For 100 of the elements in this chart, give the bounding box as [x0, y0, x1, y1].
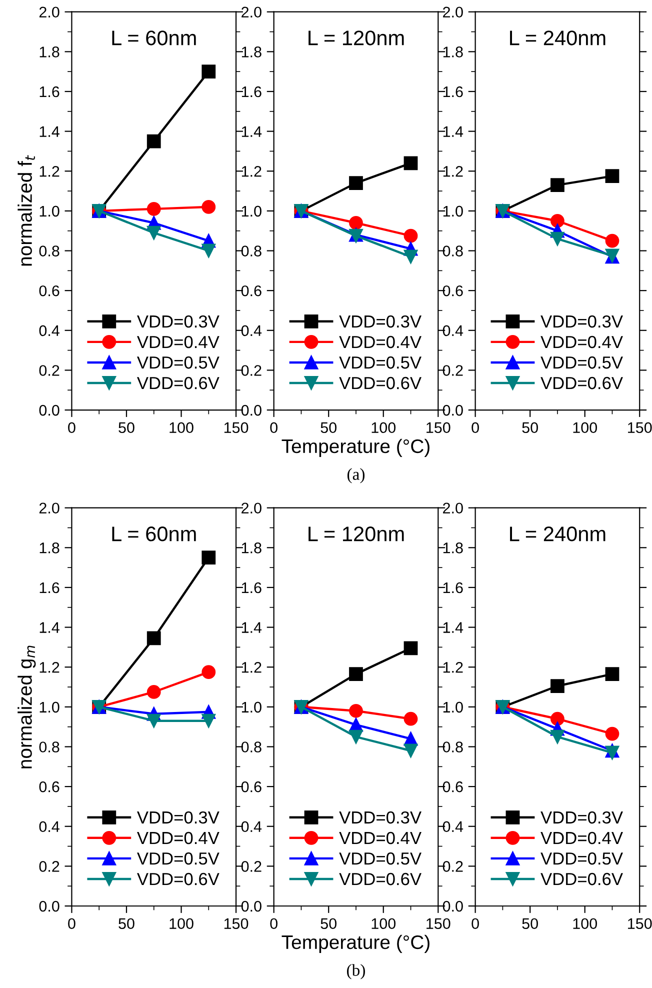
y-tick-label: 0.2: [39, 861, 60, 872]
y-tick-label: 0.2: [241, 861, 262, 872]
y-tick-label: 0.8: [442, 246, 463, 256]
text: L = 120nm: [308, 30, 404, 46]
x-tick-label: 100: [170, 422, 194, 434]
y-tick-label: 0.2: [241, 365, 262, 376]
x-tick-label: 50: [522, 918, 538, 930]
y-tick-label: 1.8: [40, 46, 60, 58]
legend-label: VDD=0.5V: [540, 852, 623, 865]
y-tick-label: 2.0: [242, 502, 262, 514]
y-tick-label: 1.0: [40, 702, 60, 713]
x-tick-label: 100: [372, 918, 396, 930]
legend-label: VDD=0.3V: [339, 811, 422, 824]
y-tick-label: 1.4: [242, 622, 262, 633]
y-tick-label: 0.6: [442, 781, 463, 792]
y-tick-label: 0.0: [39, 404, 60, 416]
y-tick-label: 1.8: [242, 46, 262, 58]
y-tick-label: 0.6: [241, 285, 262, 296]
y-tick-label: 1.4: [40, 622, 60, 633]
y-tick-label: 0.2: [442, 365, 463, 376]
legend-label: VDD=0.5V: [137, 852, 220, 865]
x-tick-label: 50: [118, 918, 134, 930]
y-axis-title: normalized g$_{m}$: [18, 646, 36, 768]
legend-label: VDD=0.4V: [137, 336, 220, 348]
legend-label: VDD=0.6V: [137, 376, 220, 390]
text: L = 240nm: [510, 526, 606, 542]
legend-label: VDD=0.4V: [540, 832, 623, 844]
x-tick-label: 50: [118, 422, 134, 434]
y-tick-label: 1.0: [443, 702, 463, 713]
y-tick-label: 1.2: [443, 166, 463, 177]
y-tick-label: 0.4: [442, 821, 464, 832]
y-tick-label: 1.6: [40, 86, 60, 98]
y-tick-label: 0.6: [442, 285, 463, 296]
legend-label: VDD=0.3V: [339, 315, 422, 328]
y-tick-label: 1.6: [40, 582, 60, 594]
x-tick-label: 50: [320, 918, 337, 930]
legend-label: VDD=0.4V: [339, 832, 422, 844]
y-tick-label: 0.6: [39, 781, 60, 792]
legend-label: VDD=0.3V: [540, 315, 623, 328]
y-tick-label: 1.2: [40, 662, 60, 673]
y-axis-title: normalized f$_{t}$: [18, 155, 35, 266]
y-tick-label: 2.0: [242, 6, 262, 18]
y-tick-label: 0.2: [39, 365, 60, 376]
legend-label: VDD=0.6V: [137, 872, 220, 886]
x-tick-label: 150: [628, 422, 652, 434]
y-tick-label: 1.4: [443, 622, 464, 633]
legend-label: VDD=0.5V: [540, 356, 623, 369]
y-tick-label: 1.0: [40, 206, 60, 217]
y-tick-label: 1.2: [40, 166, 60, 177]
y-tick-label: 1.0: [242, 206, 262, 217]
y-tick-label: 1.2: [242, 166, 262, 177]
y-tick-label: 0.0: [442, 900, 463, 912]
x-tick-label: 100: [573, 918, 597, 930]
y-tick-label: 0.4: [39, 821, 60, 832]
legend-label: VDD=0.4V: [339, 336, 422, 348]
y-tick-label: 0.4: [241, 325, 262, 336]
y-tick-label: 2.0: [39, 6, 60, 18]
y-tick-label: 0.6: [39, 285, 60, 296]
y-tick-label: 1.4: [242, 126, 262, 137]
y-tick-label: 1.8: [242, 542, 262, 554]
y-tick-label: 0.0: [39, 900, 60, 912]
y-tick-label: 0.8: [39, 742, 60, 752]
y-tick-label: 1.2: [443, 662, 463, 673]
y-tick-label: 0.4: [442, 325, 464, 336]
text: L = 60nm: [112, 526, 196, 542]
legend-label: VDD=0.4V: [137, 832, 220, 844]
legend-label: VDD=0.3V: [137, 315, 220, 328]
y-tick-label: 1.6: [443, 582, 463, 594]
legend-label: VDD=0.6V: [339, 376, 422, 390]
y-tick-label: 0.0: [442, 404, 463, 416]
x-tick-label: 0: [68, 918, 76, 930]
x-axis-title: Temperature (°C): [282, 934, 430, 953]
x-tick-label: 100: [170, 918, 194, 930]
y-tick-label: 0.0: [241, 900, 262, 912]
x-tick-label: 0: [68, 422, 76, 434]
text: L = 240nm: [510, 30, 606, 46]
x-tick-label: 50: [522, 422, 538, 434]
y-tick-label: 1.4: [443, 126, 464, 137]
legend-label: VDD=0.5V: [137, 356, 220, 369]
legend-label: VDD=0.3V: [137, 811, 220, 824]
y-tick-label: 0.8: [241, 742, 262, 752]
legend-label: VDD=0.6V: [540, 872, 623, 886]
x-axis-title: Temperature (°C): [282, 438, 430, 457]
x-tick-label: 150: [224, 918, 248, 930]
legend-label: VDD=0.5V: [339, 852, 422, 865]
x-tick-label: 0: [270, 918, 278, 930]
y-tick-label: 1.4: [40, 126, 60, 137]
legend-label: VDD=0.3V: [540, 811, 623, 824]
x-tick-label: 150: [426, 422, 450, 434]
y-tick-label: 0.2: [442, 861, 463, 872]
y-tick-label: 1.0: [242, 702, 262, 713]
y-tick-label: 2.0: [443, 6, 463, 18]
y-tick-label: 0.4: [241, 821, 262, 832]
y-tick-label: 1.6: [443, 86, 463, 98]
text: L = 60nm: [112, 30, 196, 46]
legend-label: VDD=0.5V: [339, 356, 422, 369]
y-tick-label: 2.0: [443, 502, 463, 514]
x-tick-label: 0: [472, 918, 479, 930]
x-tick-label: 0: [270, 422, 278, 434]
x-tick-label: 150: [224, 422, 248, 434]
